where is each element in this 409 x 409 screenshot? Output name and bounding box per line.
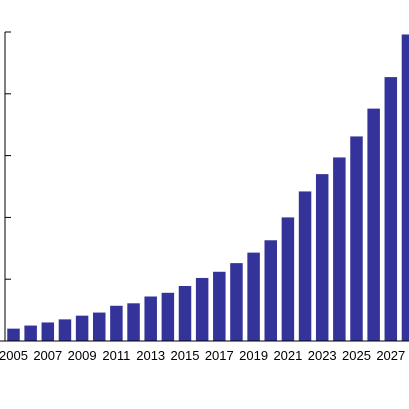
bar-2017 <box>213 271 226 341</box>
x-tick-label-2025: 2025 <box>342 348 371 363</box>
bar-2023 <box>315 174 329 341</box>
bar-2013 <box>144 296 157 341</box>
x-tick-label-2027: 2027 <box>376 348 405 363</box>
bar-2012 <box>127 303 140 341</box>
x-axis: 2005 2007 2009 2011 2013 2015 2017 2019 2021 2023… <box>0 340 409 363</box>
x-tick-label-2009: 2009 <box>68 348 97 363</box>
bar-2021 <box>281 217 295 341</box>
x-tick-label-2015: 2015 <box>171 348 200 363</box>
bar-2016 <box>195 277 209 341</box>
x-tick-label-2011: 2011 <box>102 348 130 363</box>
bar-2009 <box>75 315 89 341</box>
bar-2011 <box>110 305 123 341</box>
x-tick-label-2017: 2017 <box>205 348 234 363</box>
x-tick-label-2007: 2007 <box>33 348 62 363</box>
bar-2014 <box>161 292 175 341</box>
x-tick-label-2013: 2013 <box>136 348 165 363</box>
bar-2025 <box>350 136 363 341</box>
bar-2015 <box>178 286 192 341</box>
bar-2006 <box>24 325 37 341</box>
bar-2007 <box>41 322 55 341</box>
bar-2020 <box>264 240 277 341</box>
bar-2010 <box>93 312 106 341</box>
bar-2005 <box>7 328 20 341</box>
y-axis <box>4 31 11 341</box>
bar-2022 <box>298 191 312 341</box>
bar-2019 <box>247 252 260 341</box>
x-tick-label-2005: 2005 <box>0 348 28 363</box>
bar-2018 <box>230 263 243 341</box>
bars-group <box>7 34 409 342</box>
x-tick-label-2019: 2019 <box>239 348 268 363</box>
bar-2008 <box>58 319 72 341</box>
x-tick-label-2021: 2021 <box>273 348 302 363</box>
x-tick-label-2023: 2023 <box>308 348 337 363</box>
bar-2027 <box>384 77 398 342</box>
bar-2026 <box>367 108 380 341</box>
bar-2028 <box>401 34 409 341</box>
bar-2024 <box>333 157 346 341</box>
